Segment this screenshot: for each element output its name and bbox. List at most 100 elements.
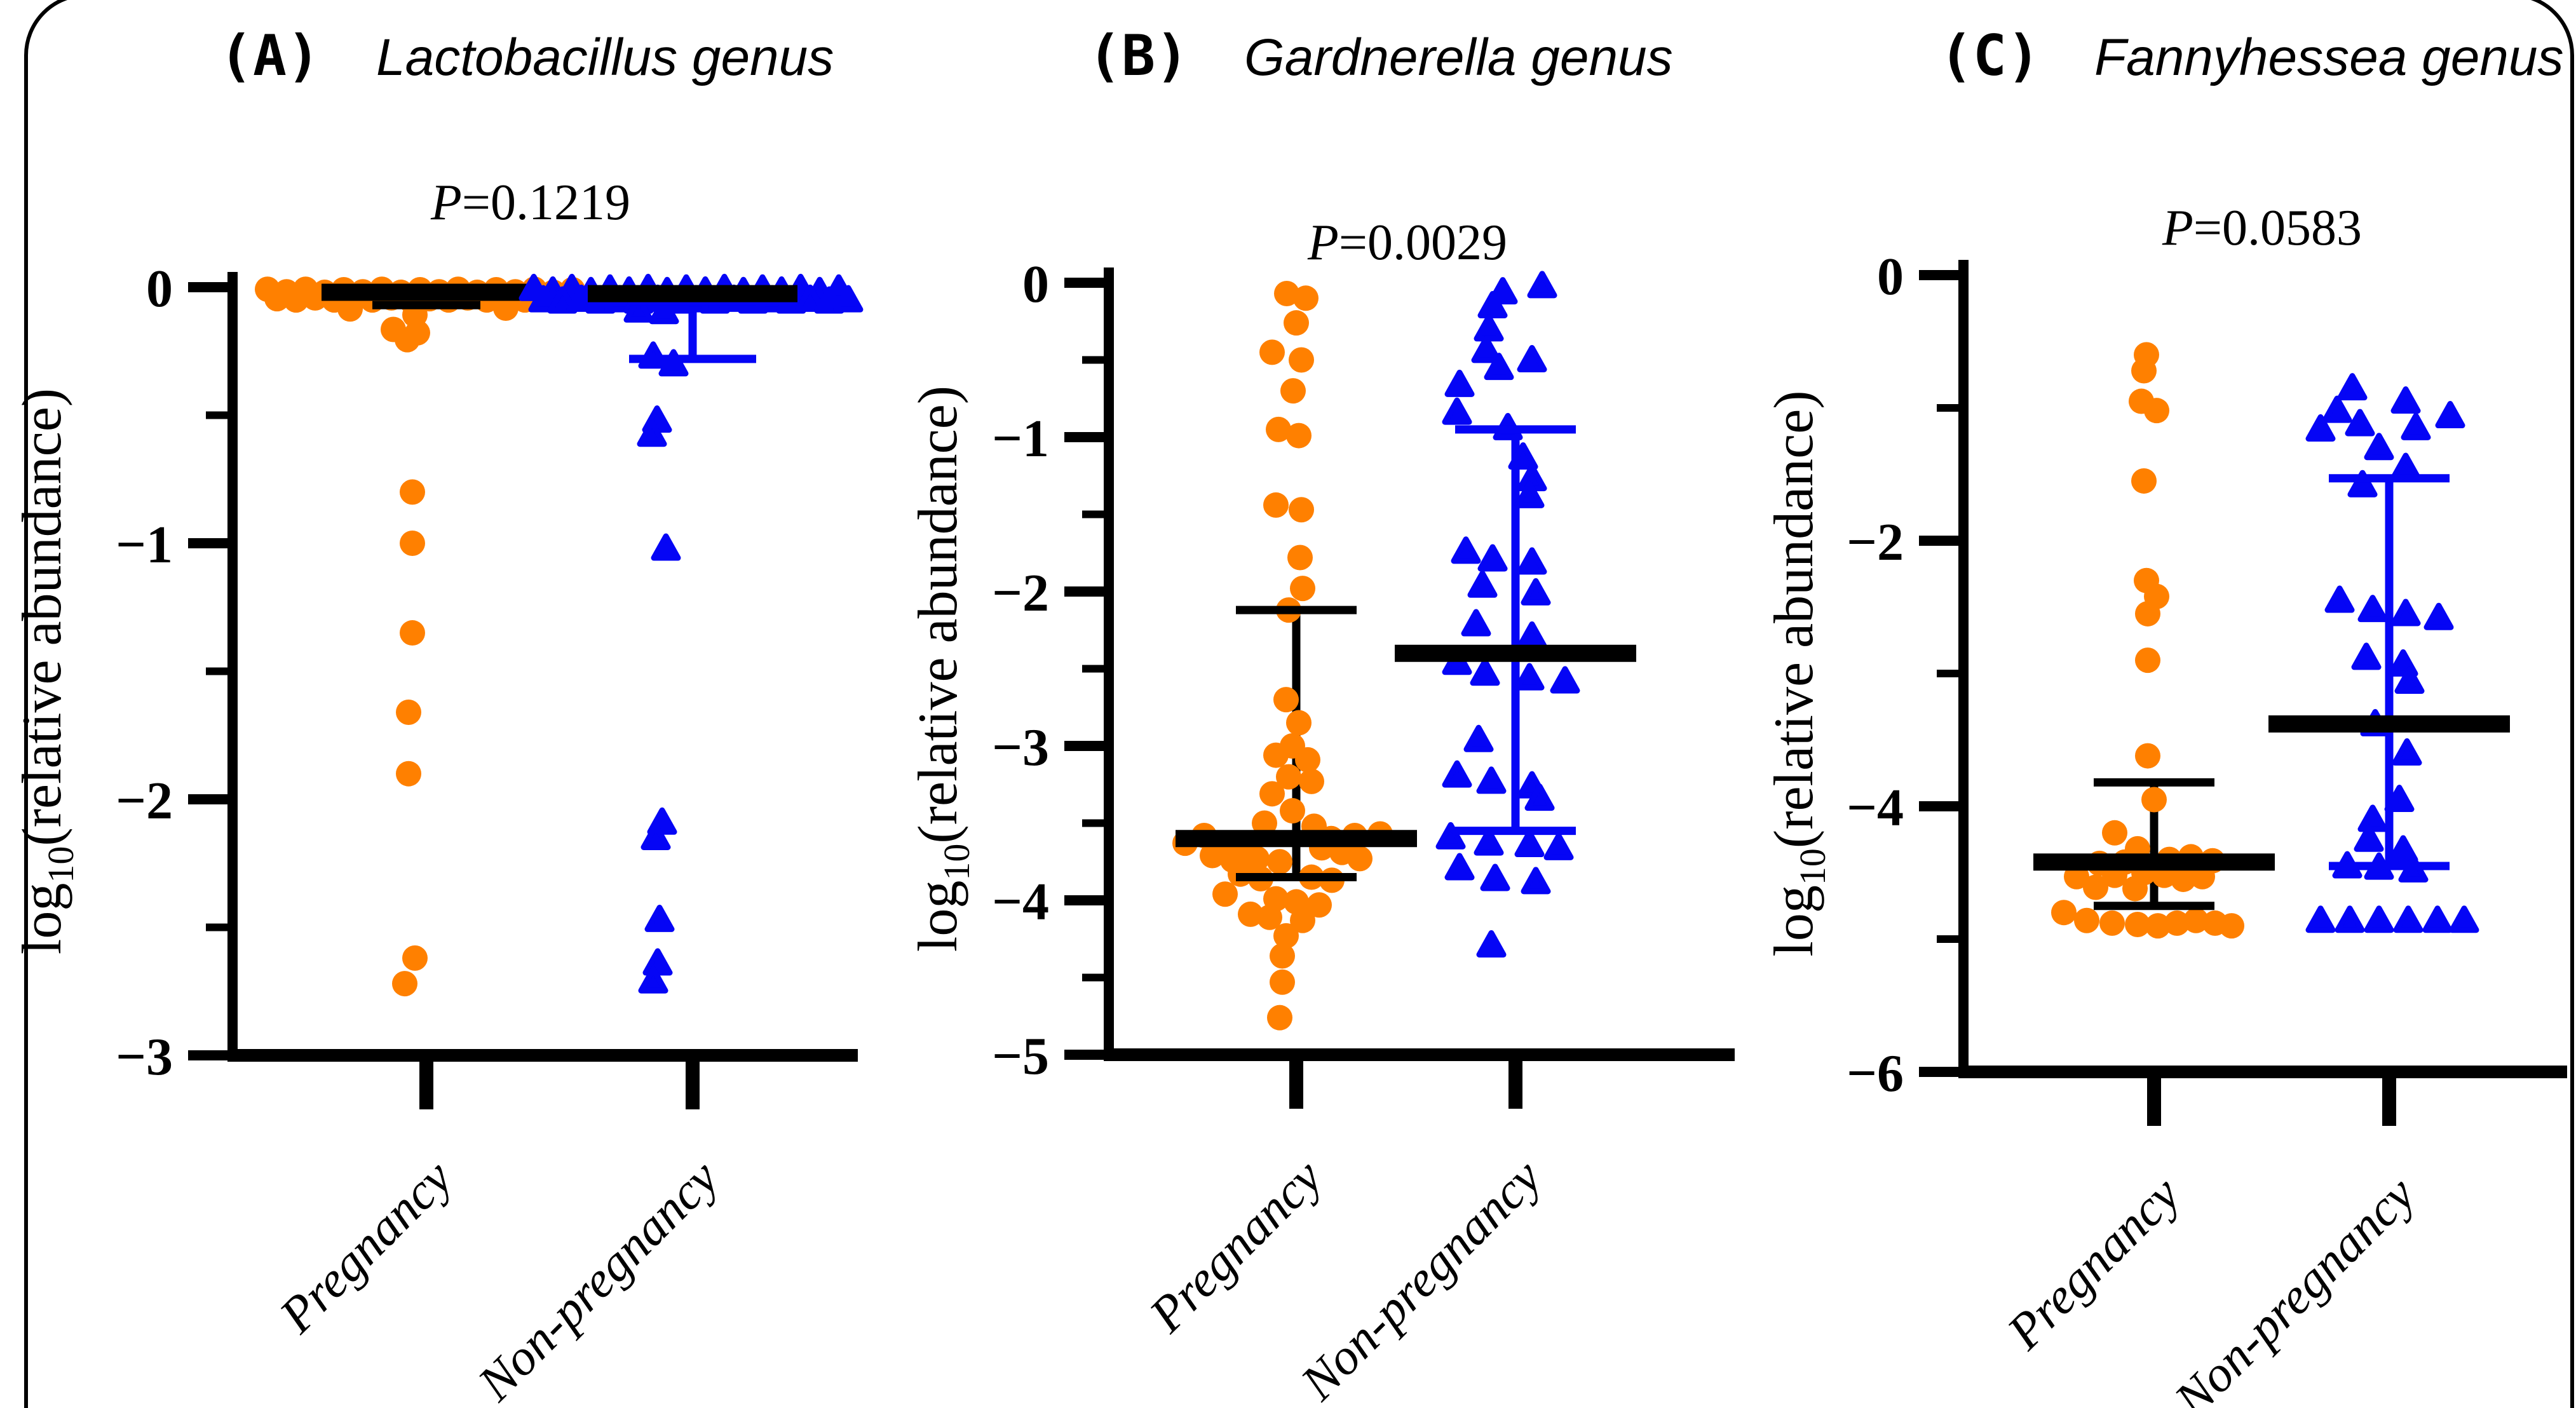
data-point-triangle: [1451, 536, 1481, 564]
data-point-triangle: [833, 285, 864, 313]
y-axis-title: log10(relative abundance): [1763, 390, 1833, 956]
data-point-circle: [2125, 912, 2150, 938]
data-point-triangle: [566, 284, 597, 312]
data-point-triangle: [2357, 595, 2388, 623]
data-point-circle: [1259, 781, 1285, 807]
data-point-circle: [2145, 913, 2171, 939]
panel-title: Lactobacillus genus: [376, 29, 834, 86]
data-point-triangle: [2388, 835, 2418, 863]
data-point-triangle: [1474, 828, 1504, 856]
data-point-circle: [493, 295, 519, 322]
data-point-triangle: [2354, 824, 2384, 852]
data-point-triangle: [1524, 783, 1555, 811]
data-point-triangle: [1514, 830, 1545, 858]
data-point-triangle: [795, 284, 825, 312]
data-point-triangle: [2324, 585, 2355, 613]
data-point-circle: [1257, 904, 1282, 930]
data-point-circle: [1284, 310, 1309, 336]
data-point-circle: [396, 699, 421, 725]
data-point-circle: [1200, 843, 1225, 869]
category-label: Non-pregnancy: [467, 1149, 729, 1408]
category-label: Pregnancy: [269, 1149, 463, 1344]
data-point-triangle: [1521, 867, 1551, 895]
data-point-circle: [1266, 416, 1291, 442]
data-point-circle: [1287, 545, 1313, 571]
data-point-triangle: [1442, 760, 1472, 788]
data-point-circle: [1293, 285, 1319, 311]
data-point-circle: [1273, 687, 1299, 713]
y-tick-label: −6: [1847, 1044, 1904, 1103]
data-point-circle: [2074, 907, 2099, 933]
data-point-triangle: [2364, 433, 2394, 461]
data-point-triangle: [2335, 905, 2365, 933]
data-point-circle: [2219, 913, 2244, 939]
data-point-circle: [2141, 787, 2167, 813]
data-point-triangle: [1517, 547, 1547, 575]
data-point-triangle: [1476, 930, 1507, 958]
data-point-triangle: [1471, 335, 1502, 363]
data-point-triangle: [1477, 544, 1508, 572]
data-point-circle: [1306, 892, 1332, 918]
y-tick-label: −4: [1847, 778, 1904, 837]
data-point-triangle: [2393, 905, 2423, 933]
category-label: Non-pregnancy: [2164, 1166, 2426, 1408]
data-point-triangle: [2390, 386, 2421, 414]
data-point-circle: [1289, 497, 1314, 523]
data-point-triangle: [2305, 414, 2336, 442]
data-point-triangle: [638, 966, 668, 994]
data-point-circle: [400, 531, 425, 556]
data-point-triangle: [1517, 345, 1547, 372]
data-point-circle: [2099, 910, 2125, 936]
data-point-circle: [396, 761, 421, 787]
p-value-label: P=0.1219: [430, 175, 630, 231]
y-tick-label: 0: [1877, 247, 1904, 306]
data-point-circle: [400, 620, 425, 646]
data-point-triangle: [623, 295, 654, 323]
data-point-triangle: [1467, 570, 1498, 598]
data-point-circle: [1280, 378, 1306, 404]
data-point-triangle: [1477, 290, 1508, 318]
panel-letter: (A): [219, 23, 320, 88]
data-point-circle: [1295, 747, 1320, 773]
data-point-triangle: [1461, 609, 1491, 637]
data-point-circle: [2135, 743, 2160, 769]
data-point-triangle: [2322, 395, 2352, 423]
data-point-triangle: [1444, 853, 1475, 881]
figure-border: [24, 0, 2574, 1408]
data-point-circle: [1274, 281, 1299, 307]
y-tick-label: −1: [992, 409, 1049, 468]
panel-c: (C) Fannyhessea genus P=0.0583 0 −2 −4 −6 log10…: [1763, 23, 2567, 1408]
y-tick-label: −3: [116, 1027, 173, 1086]
data-point-triangle: [1521, 578, 1551, 606]
y-tick-label: −4: [992, 872, 1049, 931]
data-point-circle: [1212, 881, 1238, 907]
data-point-triangle: [649, 297, 679, 325]
data-point-triangle: [2390, 599, 2421, 626]
data-point-circle: [1267, 1005, 1292, 1031]
data-point-triangle: [2345, 409, 2375, 437]
y-tick-label: 0: [146, 259, 173, 318]
data-point-triangle: [1463, 724, 1494, 752]
data-point-circle: [1263, 742, 1289, 768]
data-point-triangle: [1484, 353, 1514, 381]
data-point-circle: [1290, 576, 1315, 602]
data-point-triangle: [637, 419, 667, 447]
data-point-circle: [402, 945, 428, 971]
data-point-triangle: [1514, 663, 1545, 691]
y-axis-title: log10(relative abundance): [11, 388, 81, 954]
data-point-circle: [264, 286, 290, 312]
data-point-triangle: [1550, 666, 1580, 694]
data-point-triangle: [1442, 397, 1472, 425]
data-point-triangle: [644, 904, 675, 932]
data-point-triangle: [2357, 804, 2388, 832]
data-point-triangle: [2423, 602, 2454, 630]
data-point-triangle: [1508, 442, 1538, 470]
category-label: Pregnancy: [1996, 1166, 2191, 1360]
y-tick-label: −1: [116, 515, 173, 574]
data-point-circle: [1244, 846, 1270, 872]
data-point-triangle: [1470, 658, 1500, 686]
y-tick-label: −2: [1847, 513, 1904, 572]
data-point-circle: [2135, 647, 2160, 674]
data-point-triangle: [1476, 766, 1507, 794]
